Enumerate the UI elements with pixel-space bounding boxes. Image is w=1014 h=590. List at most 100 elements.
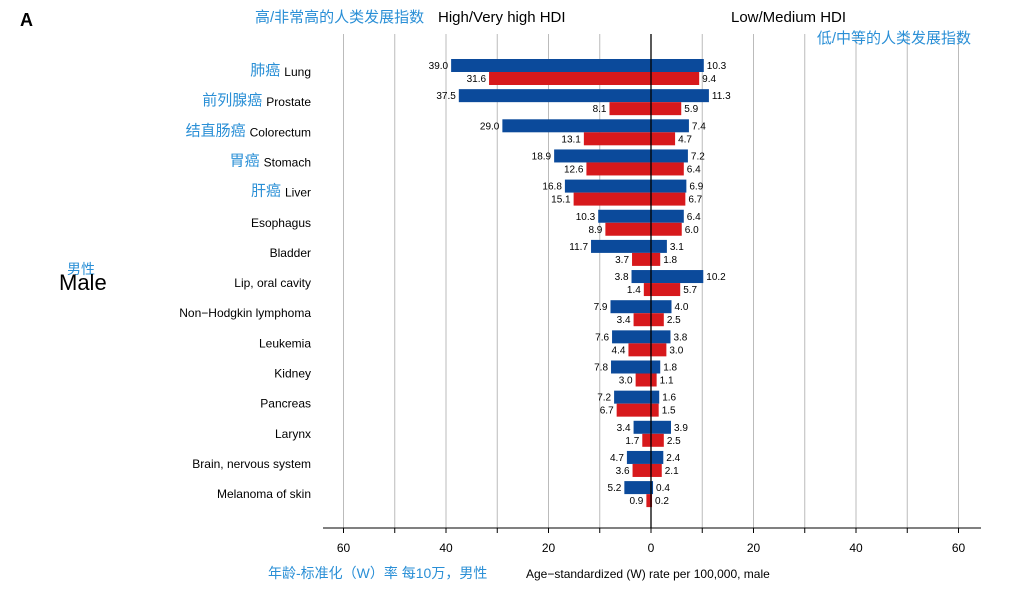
value-label: 1.8 xyxy=(663,255,677,266)
value-label: 5.7 xyxy=(683,285,697,296)
category-label: Lip, oral cavity xyxy=(234,276,311,290)
bar-low-hdi-red xyxy=(651,162,684,176)
value-label: 1.6 xyxy=(662,393,676,404)
value-label: 7.2 xyxy=(597,393,611,404)
category-label: Esophagus xyxy=(251,216,311,230)
bar-high-hdi-blue xyxy=(633,420,651,434)
value-label: 6.4 xyxy=(687,164,701,175)
bar-low-hdi-blue xyxy=(651,360,661,374)
bar-high-hdi-red xyxy=(616,403,651,417)
bar-high-hdi-red xyxy=(633,313,651,327)
x-tick-label: 20 xyxy=(542,541,556,555)
bar-low-hdi-blue xyxy=(651,270,704,284)
bar-low-hdi-red xyxy=(651,373,657,387)
x-tick-label: 0 xyxy=(648,541,655,555)
value-label: 7.9 xyxy=(594,302,608,313)
bar-low-hdi-red xyxy=(651,313,664,327)
header-right-en: Low/Medium HDI xyxy=(731,9,846,26)
value-label: 1.8 xyxy=(663,363,677,374)
bar-high-hdi-blue xyxy=(564,179,651,193)
value-label: 6.0 xyxy=(685,225,699,236)
bar-high-hdi-blue xyxy=(614,390,651,404)
header-left-cn: 高/非常高的人类发展指数 xyxy=(255,9,424,26)
value-label: 29.0 xyxy=(480,121,500,132)
value-label: 6.7 xyxy=(688,195,702,206)
value-label: 4.7 xyxy=(678,134,692,145)
value-label: 16.8 xyxy=(542,182,562,193)
header-right-cn: 低/中等的人类发展指数 xyxy=(817,29,971,47)
value-labels: 39.0 31.6 10.3 9.4 37.5 8.1 11.3 5.9 29.0 13.1 7.4… xyxy=(429,61,731,507)
value-label: 6.7 xyxy=(600,406,614,417)
bar-low-hdi-red xyxy=(651,252,661,266)
group-label-cn: 男性 xyxy=(67,261,95,277)
bar-high-hdi-red xyxy=(632,463,651,477)
value-label: 3.0 xyxy=(669,345,683,356)
value-label: 10.3 xyxy=(576,212,596,223)
bar-high-hdi-blue xyxy=(591,239,651,253)
value-label: 3.8 xyxy=(673,332,687,343)
value-label: 12.6 xyxy=(564,164,584,175)
value-label: 9.4 xyxy=(702,74,716,85)
value-label: 3.9 xyxy=(674,423,688,434)
bar-low-hdi-blue xyxy=(651,330,671,344)
panel-letter: A xyxy=(20,10,33,30)
value-label: 4.4 xyxy=(612,345,626,356)
x-tick-label: 60 xyxy=(337,541,351,555)
group-label-en: Male xyxy=(59,270,107,295)
header-left-en: High/Very high HDI xyxy=(438,9,566,26)
bars xyxy=(451,59,709,508)
bar-high-hdi-red xyxy=(586,162,651,176)
x-axis-label-cn: 年龄-标准化（W）率 每10万，男性 xyxy=(268,565,487,581)
bar-low-hdi-red xyxy=(651,102,682,116)
bar-high-hdi-blue xyxy=(612,330,651,344)
bar-high-hdi-blue xyxy=(610,300,651,314)
bar-low-hdi-red xyxy=(651,72,700,85)
category-label: Lung xyxy=(284,65,311,79)
bar-high-hdi-red xyxy=(646,494,651,508)
category-label: Stomach xyxy=(264,155,311,169)
category-label: Prostate xyxy=(266,95,311,109)
value-label: 0.4 xyxy=(656,483,670,494)
value-label: 2.1 xyxy=(665,466,679,477)
bar-low-hdi-red xyxy=(651,433,664,447)
value-label: 10.3 xyxy=(707,61,727,72)
category-label: Larynx xyxy=(275,427,311,441)
value-label: 4.0 xyxy=(675,302,689,313)
value-label: 3.6 xyxy=(616,466,630,477)
bar-low-hdi-blue xyxy=(651,239,667,253)
bar-low-hdi-blue xyxy=(651,420,671,434)
bar-high-hdi-red xyxy=(628,343,651,357)
x-axis: 60 40 20 0 20 40 60 xyxy=(323,34,981,555)
bar-high-hdi-red xyxy=(642,433,651,447)
value-label: 5.9 xyxy=(684,104,698,115)
x-tick-label: 40 xyxy=(439,541,453,555)
value-label: 0.9 xyxy=(629,496,643,507)
value-label: 8.9 xyxy=(588,225,602,236)
bar-high-hdi-blue xyxy=(451,59,651,72)
bar-low-hdi-red xyxy=(651,132,676,146)
value-label: 11.7 xyxy=(569,242,588,253)
x-tick-label: 40 xyxy=(849,541,863,555)
value-label: 13.1 xyxy=(561,134,581,145)
value-label: 2.5 xyxy=(667,315,681,326)
bar-low-hdi-blue xyxy=(651,59,704,72)
x-axis-label: Age−standardized (W) rate per 100,000, m… xyxy=(526,567,770,581)
value-label: 8.1 xyxy=(593,104,607,115)
bar-high-hdi-blue xyxy=(502,119,651,133)
bar-high-hdi-red xyxy=(635,373,651,387)
bar-low-hdi-red xyxy=(651,222,682,236)
bar-high-hdi-red xyxy=(489,72,651,85)
bar-high-hdi-blue xyxy=(631,270,651,284)
value-label: 10.2 xyxy=(706,272,726,283)
value-label: 31.6 xyxy=(467,74,487,85)
value-label: 1.4 xyxy=(627,285,641,296)
value-label: 3.4 xyxy=(617,315,631,326)
value-label: 11.3 xyxy=(712,91,731,102)
x-tick-label: 60 xyxy=(952,541,966,555)
value-label: 3.7 xyxy=(615,255,629,266)
category-label: Melanoma of skin xyxy=(217,487,311,501)
category-label-cn: 结直肠癌 xyxy=(186,122,246,139)
value-label: 3.8 xyxy=(615,272,629,283)
bar-high-hdi-blue xyxy=(624,481,651,495)
value-label: 0.2 xyxy=(655,496,669,507)
